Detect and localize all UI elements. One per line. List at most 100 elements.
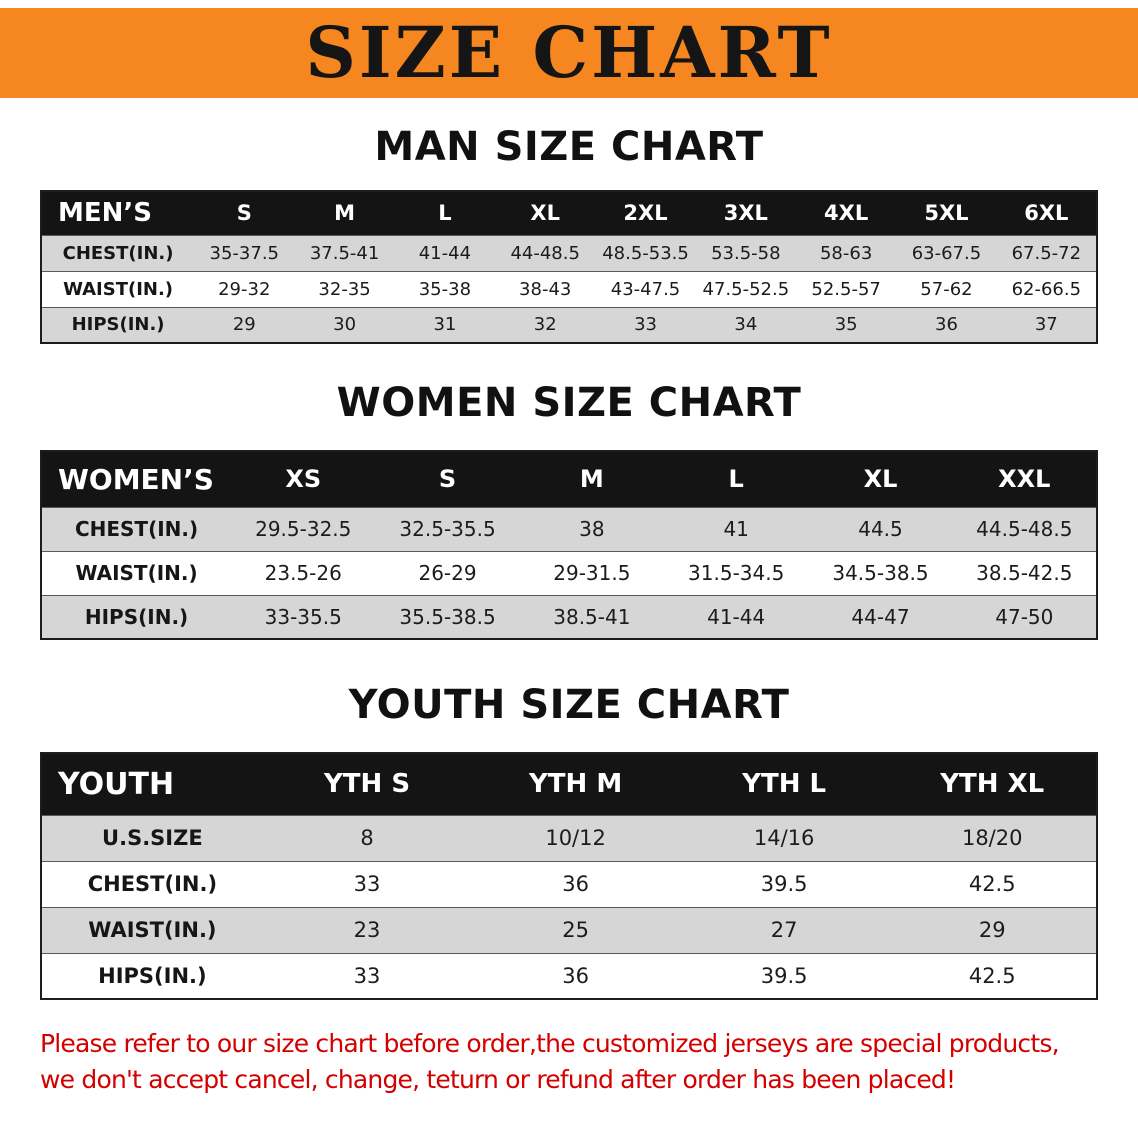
measurement-value: 26-29	[375, 550, 520, 595]
men-section-title: MAN SIZE CHART	[374, 124, 764, 170]
measurement-value: 34.5-38.5	[808, 550, 953, 595]
measurement-value: 29	[194, 306, 295, 343]
measurement-value: 42.5	[888, 860, 1097, 907]
size-column-header: XL	[495, 191, 596, 235]
measurement-value: 38.5-41	[519, 594, 665, 639]
measurement-value: 27	[679, 906, 889, 953]
measurement-label: HIPS(IN.)	[41, 594, 232, 639]
measurement-value: 44.5-48.5	[952, 506, 1097, 551]
measurement-value: 33	[595, 306, 696, 343]
measurement-value: 43-47.5	[595, 270, 696, 307]
measurement-label: WAIST(IN.)	[41, 270, 195, 307]
measurement-value: 31	[394, 306, 496, 343]
measurement-value: 10/12	[471, 814, 680, 861]
measurement-row: HIPS(IN.) 29 30 31 32 33 34 35 36 37	[41, 306, 1097, 343]
measurement-value: 41	[664, 506, 809, 551]
table-category-header: WOMEN’S	[41, 451, 232, 507]
size-column-header: XL	[808, 451, 953, 507]
measurement-label: CHEST(IN.)	[41, 234, 195, 271]
measurement-value: 34	[695, 306, 796, 343]
measurement-value: 39.5	[679, 860, 889, 907]
measurement-value: 47.5-52.5	[695, 270, 796, 307]
measurement-value: 41-44	[664, 594, 809, 639]
size-column-header: YTH XL	[888, 753, 1097, 815]
measurement-value: 31.5-34.5	[664, 550, 809, 595]
measurement-label: HIPS(IN.)	[41, 952, 263, 999]
measurement-value: 58-63	[795, 234, 897, 271]
measurement-row: WAIST(IN.) 23 25 27 29	[41, 906, 1097, 953]
measurement-value: 32	[495, 306, 596, 343]
size-column-header: S	[375, 451, 520, 507]
header-row: MEN’S S M L XL 2XL 3XL 4XL 5XL 6XL	[41, 191, 1097, 235]
measurement-value: 23	[262, 906, 472, 953]
size-column-header: 6XL	[996, 191, 1097, 235]
measurement-value: 33-35.5	[231, 594, 376, 639]
footer-note: Please refer to our size chart before or…	[0, 1026, 1138, 1099]
measurement-value: 36	[471, 952, 680, 999]
footer-line-1: Please refer to our size chart before or…	[40, 1029, 1060, 1058]
measurement-value: 38	[519, 506, 665, 551]
size-column-header: L	[394, 191, 496, 235]
size-column-header: M	[294, 191, 395, 235]
measurement-value: 29	[888, 906, 1097, 953]
size-column-header: S	[194, 191, 295, 235]
size-column-header: YTH L	[679, 753, 889, 815]
table-category-header: MEN’S	[41, 191, 195, 235]
measurement-row: HIPS(IN.) 33 36 39.5 42.5	[41, 952, 1097, 999]
size-column-header: 4XL	[795, 191, 897, 235]
measurement-row: U.S.SIZE 8 10/12 14/16 18/20	[41, 814, 1097, 861]
women-size-table-container: WOMEN’S XS S M L XL XXL CHEST(IN.) 29.5-32.5 32.5…	[0, 450, 1138, 640]
measurement-row: WAIST(IN.) 23.5-26 26-29 29-31.5 31.5-34.5 34…	[41, 550, 1097, 595]
size-column-header: 2XL	[595, 191, 696, 235]
measurement-row: CHEST(IN.) 33 36 39.5 42.5	[41, 860, 1097, 907]
measurement-value: 44-47	[808, 594, 953, 639]
size-column-header: 3XL	[695, 191, 796, 235]
measurement-value: 25	[471, 906, 680, 953]
measurement-label: CHEST(IN.)	[41, 506, 232, 551]
measurement-value: 29-32	[194, 270, 295, 307]
measurement-value: 8	[262, 814, 472, 861]
measurement-value: 38-43	[495, 270, 596, 307]
women-section-title: WOMEN SIZE CHART	[336, 380, 802, 426]
youth-section: YOUTH SIZE CHART YOUTH YTH S YTH M YTH L YTH…	[0, 682, 1138, 1000]
size-column-header: M	[519, 451, 665, 507]
size-column-header: XXL	[952, 451, 1097, 507]
measurement-value: 29-31.5	[519, 550, 665, 595]
youth-size-table-container: YOUTH YTH S YTH M YTH L YTH XL U.S.SIZE 8 10/12…	[0, 752, 1138, 1000]
measurement-value: 36	[471, 860, 680, 907]
footer-line-2: we don't accept cancel, change, teturn o…	[40, 1065, 956, 1095]
measurement-value: 29.5-32.5	[231, 506, 376, 551]
youth-section-title: YOUTH SIZE CHART	[348, 682, 790, 728]
measurement-value: 44-48.5	[495, 234, 596, 271]
size-column-header: YTH M	[471, 753, 680, 815]
measurement-label: CHEST(IN.)	[41, 860, 263, 907]
measurement-value: 38.5-42.5	[952, 550, 1097, 595]
measurement-value: 33	[262, 860, 472, 907]
measurement-value: 67.5-72	[996, 234, 1097, 271]
size-column-header: L	[664, 451, 809, 507]
measurement-value: 18/20	[888, 814, 1097, 861]
measurement-value: 36	[896, 306, 997, 343]
header-row: WOMEN’S XS S M L XL XXL	[41, 451, 1097, 507]
measurement-value: 39.5	[679, 952, 889, 999]
size-chart-banner: SIZE CHART	[0, 8, 1138, 98]
measurement-row: CHEST(IN.) 29.5-32.5 32.5-35.5 38 41 44.5 44.5…	[41, 506, 1097, 551]
youth-size-table: YOUTH YTH S YTH M YTH L YTH XL U.S.SIZE 8 10/12…	[40, 752, 1098, 1000]
men-size-table-container: MEN’S S M L XL 2XL 3XL 4XL 5XL 6XL CHEST(IN.) 35-37…	[0, 190, 1138, 344]
men-section: MAN SIZE CHART MEN’S S M L XL 2XL 3XL 4XL 5XL 6XL…	[0, 124, 1138, 344]
measurement-value: 63-67.5	[896, 234, 997, 271]
table-category-header: YOUTH	[41, 753, 263, 815]
women-size-table: WOMEN’S XS S M L XL XXL CHEST(IN.) 29.5-32.5 32.5…	[40, 450, 1098, 640]
measurement-label: WAIST(IN.)	[41, 906, 263, 953]
measurement-value: 44.5	[808, 506, 953, 551]
men-size-table: MEN’S S M L XL 2XL 3XL 4XL 5XL 6XL CHEST(IN.) 35-37…	[40, 190, 1098, 344]
measurement-value: 47-50	[952, 594, 1097, 639]
measurement-value: 42.5	[888, 952, 1097, 999]
measurement-value: 48.5-53.5	[595, 234, 696, 271]
size-column-header: YTH S	[262, 753, 472, 815]
measurement-value: 53.5-58	[695, 234, 796, 271]
measurement-label: U.S.SIZE	[41, 814, 263, 861]
page-title: SIZE CHART	[305, 11, 833, 94]
women-section: WOMEN SIZE CHART WOMEN’S XS S M L XL XXL CHEST(…	[0, 380, 1138, 640]
size-column-header: 5XL	[896, 191, 997, 235]
